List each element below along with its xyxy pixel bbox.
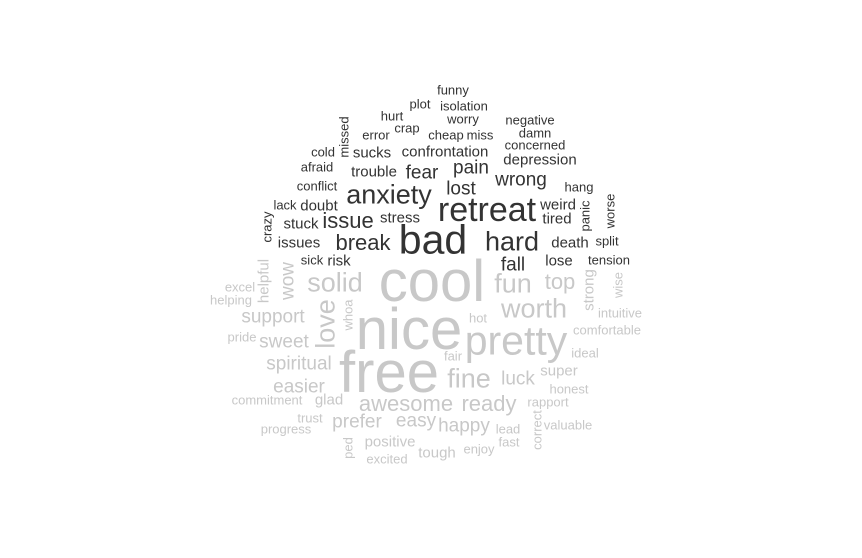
word-nice: nice: [355, 297, 463, 362]
word-awesome: awesome: [358, 391, 454, 416]
word-death: death: [551, 234, 589, 252]
word-ped: ped: [340, 437, 356, 459]
word-free: free: [339, 340, 439, 405]
word-positive: positive: [364, 433, 416, 451]
word-plot: plot: [409, 96, 431, 112]
word-excited: excited: [366, 451, 408, 467]
word-hang: hang: [564, 179, 594, 195]
word-tension: tension: [588, 252, 630, 268]
word-crap: crap: [394, 120, 420, 136]
word-sweet: sweet: [259, 331, 309, 353]
word-isolation: isolation: [440, 98, 488, 114]
word-worry: worry: [447, 111, 479, 127]
word-lead: lead: [495, 421, 521, 437]
word-lose: lose: [545, 252, 573, 270]
word-support: support: [241, 306, 305, 328]
word-pain: pain: [453, 157, 489, 179]
word-enjoy: enjoy: [463, 441, 495, 457]
word-easy: easy: [395, 410, 437, 432]
word-love: love: [310, 299, 341, 349]
word-wise: wise: [610, 271, 626, 299]
word-trouble: trouble: [351, 163, 397, 181]
word-fear: fear: [405, 162, 439, 184]
word-risk: risk: [327, 252, 351, 270]
word-bad: bad: [398, 216, 468, 263]
word-easier: easier: [273, 376, 325, 398]
word-glad: glad: [314, 391, 344, 409]
word-break: break: [335, 230, 391, 255]
word-trust: trust: [297, 410, 323, 426]
word-helping: helping: [210, 292, 252, 308]
word-hot: hot: [468, 310, 488, 326]
word-spiritual: spiritual: [266, 353, 332, 375]
word-fun: fun: [494, 268, 532, 299]
word-prefer: prefer: [332, 411, 382, 433]
word-pride: pride: [227, 329, 257, 345]
word-depression: depression: [503, 151, 577, 169]
word-happy: happy: [438, 415, 490, 437]
word-fair: fair: [443, 348, 463, 364]
word-fast: fast: [498, 434, 520, 450]
word-pretty: pretty: [464, 317, 568, 364]
word-afraid: afraid: [300, 159, 334, 175]
word-solid: solid: [307, 267, 363, 298]
word-stuck: stuck: [283, 215, 319, 233]
word-intuitive: intuitive: [597, 305, 643, 321]
word-funny: funny: [437, 82, 469, 98]
word-progress: progress: [260, 421, 312, 437]
word-luck: luck: [501, 368, 535, 390]
word-correct: correct: [529, 410, 545, 450]
word-hurt: hurt: [380, 108, 404, 124]
word-issue: issue: [322, 208, 374, 233]
word-lack: lack: [273, 197, 297, 213]
word-whoa: whoa: [340, 299, 356, 331]
word-worth: worth: [500, 293, 568, 324]
word-ideal: ideal: [571, 345, 599, 361]
word-worse: worse: [602, 193, 618, 229]
word-sucks: sucks: [352, 144, 392, 162]
word-crazy: crazy: [259, 211, 275, 243]
word-super: super: [540, 362, 578, 380]
word-concerned: concerned: [504, 137, 566, 153]
word-excel: excel: [224, 279, 256, 295]
word-split: split: [595, 233, 619, 249]
word-top: top: [544, 269, 576, 294]
word-cool: cool: [378, 249, 486, 314]
word-miss: miss: [466, 127, 494, 143]
word-anxiety: anxiety: [346, 179, 432, 210]
word-weird: weird: [540, 196, 576, 214]
word-ready: ready: [461, 391, 517, 416]
word-rapport: rapport: [527, 394, 569, 410]
word-cold: cold: [311, 144, 335, 160]
word-fall: fall: [500, 254, 526, 276]
word-valuable: valuable: [543, 417, 593, 433]
word-retreat: retreat: [437, 191, 537, 229]
word-error: error: [362, 127, 390, 143]
word-conflict: conflict: [296, 178, 338, 194]
word-issues: issues: [277, 234, 321, 252]
word-tough: tough: [418, 444, 456, 462]
word-sick: sick: [300, 252, 324, 268]
word-panic: panic: [577, 200, 593, 232]
word-negative: negative: [505, 112, 555, 128]
word-lost: lost: [446, 178, 476, 200]
word-helpful: helpful: [255, 258, 273, 304]
word-tired: tired: [542, 210, 572, 228]
word-commitment: commitment: [231, 392, 303, 408]
word-confrontation: confrontation: [401, 143, 489, 161]
word-hard: hard: [484, 226, 540, 257]
word-wow: wow: [277, 261, 299, 301]
word-honest: honest: [549, 381, 589, 397]
word-cheap: cheap: [428, 127, 464, 143]
word-comfortable: comfortable: [573, 322, 641, 338]
word-damn: damn: [518, 125, 552, 141]
word-missed: missed: [336, 116, 352, 158]
word-fine: fine: [447, 363, 491, 394]
word-stress: stress: [379, 209, 421, 227]
word-wrong: wrong: [495, 169, 547, 191]
word-doubt: doubt: [300, 197, 338, 215]
word-strong: strong: [580, 269, 598, 311]
